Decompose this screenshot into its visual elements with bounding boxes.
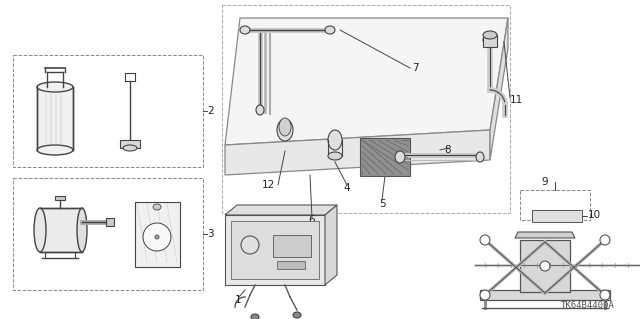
Ellipse shape xyxy=(483,35,497,45)
Ellipse shape xyxy=(37,145,73,155)
Ellipse shape xyxy=(155,235,159,239)
Ellipse shape xyxy=(241,236,259,254)
Ellipse shape xyxy=(540,261,550,271)
Text: 10: 10 xyxy=(588,210,601,220)
Ellipse shape xyxy=(328,130,342,150)
Bar xyxy=(37,87,73,150)
Polygon shape xyxy=(480,290,610,300)
Ellipse shape xyxy=(37,82,73,92)
Polygon shape xyxy=(225,205,337,215)
Text: 12: 12 xyxy=(261,180,275,190)
Ellipse shape xyxy=(277,119,293,141)
Polygon shape xyxy=(490,18,508,160)
Polygon shape xyxy=(225,130,490,175)
Bar xyxy=(135,202,180,267)
Text: 2: 2 xyxy=(207,106,214,116)
Ellipse shape xyxy=(480,235,490,245)
Bar xyxy=(13,178,203,290)
Bar xyxy=(55,196,65,200)
Bar xyxy=(483,35,497,47)
Ellipse shape xyxy=(123,145,137,151)
Ellipse shape xyxy=(328,152,342,160)
Text: 1: 1 xyxy=(235,295,242,305)
Ellipse shape xyxy=(600,290,610,300)
Ellipse shape xyxy=(600,235,610,245)
Ellipse shape xyxy=(256,105,264,115)
Bar xyxy=(13,55,203,167)
Bar xyxy=(222,5,510,213)
Ellipse shape xyxy=(153,204,161,210)
Text: 11: 11 xyxy=(510,95,524,105)
Text: TK64B4400A: TK64B4400A xyxy=(561,301,615,310)
Text: 7: 7 xyxy=(412,63,419,73)
Text: 8: 8 xyxy=(445,145,451,155)
Bar xyxy=(231,221,319,279)
Polygon shape xyxy=(325,205,337,285)
Bar xyxy=(120,140,140,148)
Ellipse shape xyxy=(251,314,259,319)
Text: 9: 9 xyxy=(541,177,548,187)
Bar xyxy=(273,235,311,257)
Ellipse shape xyxy=(483,31,497,39)
Ellipse shape xyxy=(34,208,46,252)
Polygon shape xyxy=(225,18,508,145)
Polygon shape xyxy=(515,232,575,238)
Ellipse shape xyxy=(325,26,335,34)
Ellipse shape xyxy=(480,290,490,300)
Text: 4: 4 xyxy=(344,183,350,193)
Text: 6: 6 xyxy=(308,215,316,225)
Ellipse shape xyxy=(395,151,405,163)
Ellipse shape xyxy=(143,223,171,251)
Bar xyxy=(360,138,410,176)
Bar xyxy=(520,240,570,292)
Text: 5: 5 xyxy=(379,199,385,209)
Ellipse shape xyxy=(293,312,301,318)
Ellipse shape xyxy=(476,152,484,162)
Bar xyxy=(106,218,114,226)
Ellipse shape xyxy=(77,208,87,252)
Bar xyxy=(225,215,325,285)
Bar xyxy=(40,208,82,252)
Bar xyxy=(532,210,582,222)
Ellipse shape xyxy=(279,118,291,136)
Text: 3: 3 xyxy=(207,229,214,239)
Bar xyxy=(520,190,590,220)
Bar xyxy=(277,261,305,269)
Ellipse shape xyxy=(240,26,250,34)
